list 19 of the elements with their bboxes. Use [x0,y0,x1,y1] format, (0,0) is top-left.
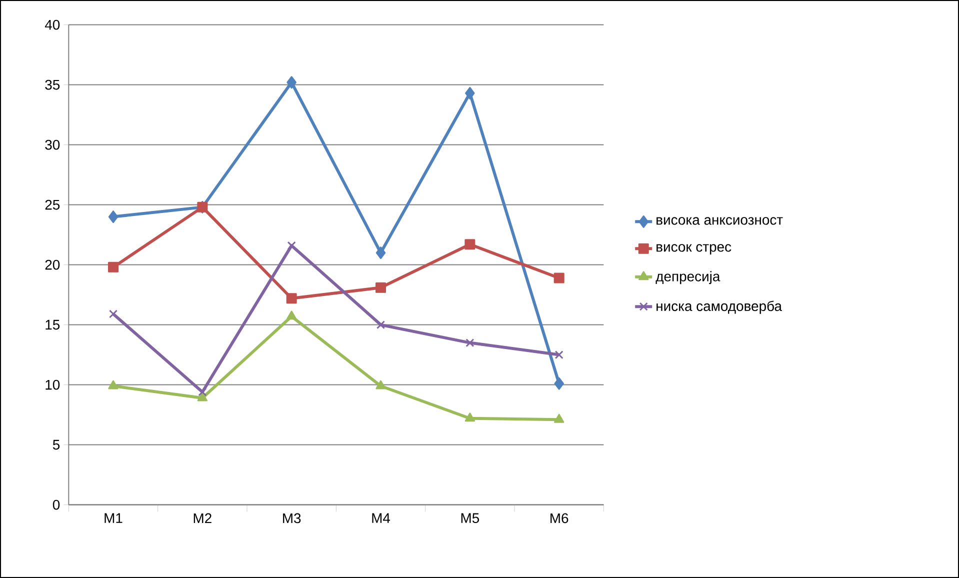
y-tick-label: 25 [45,200,60,210]
x-tick-label: M6 [550,513,568,524]
legend-label: депресија [656,271,720,284]
y-tick-label: 5 [52,440,60,450]
y-tick-label: 35 [45,80,60,90]
legend-label: висока анксиозност [656,217,783,225]
y-tick-label: 15 [46,320,60,330]
y-tick-label: 0 [52,500,60,510]
x-tick-label: M1 [104,513,122,523]
legend-label: ниска самодоверба [656,300,782,314]
y-tick-label: 30 [45,140,60,150]
y-tick-label: 10 [46,380,60,390]
x-tick-label: M5 [461,513,480,524]
x-tick-label: M2 [194,513,212,524]
y-tick-label: 40 [44,20,60,30]
x-tick-label: M3 [283,513,301,524]
legend-label: висок стрес [656,244,732,255]
y-tick-label: 20 [45,260,60,270]
x-tick-label: M4 [372,513,390,523]
